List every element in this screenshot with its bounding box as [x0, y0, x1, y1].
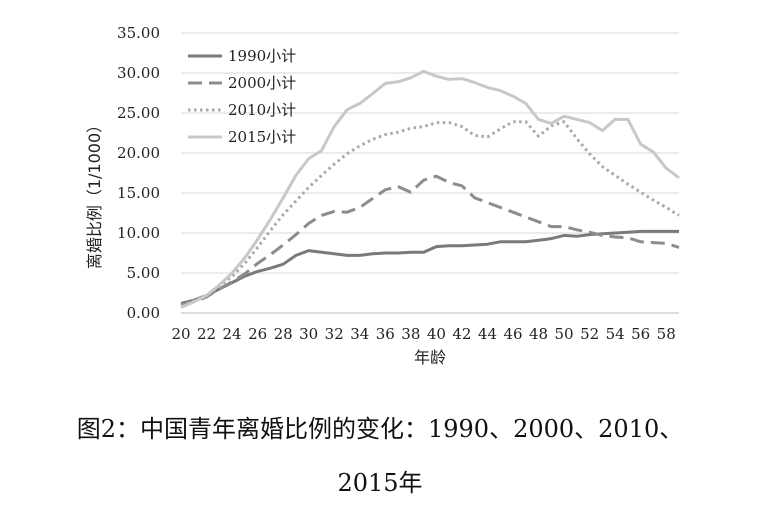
figure-caption-line-1: 图2：中国青年离婚比例的变化：1990、2000、2010、 [76, 415, 684, 443]
x-tick-label: 40 [427, 325, 446, 343]
y-axis-label: 离婚比例（1/1000） [85, 117, 104, 269]
x-tick-label: 44 [478, 325, 497, 343]
figure-caption-line-2: 2015年 [337, 469, 423, 497]
x-tick-label: 32 [325, 325, 344, 343]
x-tick-label: 46 [503, 325, 522, 343]
series-lines [180, 69, 680, 309]
legend-label-3: 2015小计 [228, 128, 296, 146]
series-line-1 [180, 174, 680, 307]
y-tick-label: 10.00 [117, 224, 160, 242]
x-tick-label: 22 [197, 325, 216, 343]
y-tick-label: 5.00 [127, 264, 160, 282]
y-tick-labels: 0.00 5.00 10.00 15.00 20.00 25.00 30.00 35.00 [117, 24, 160, 322]
x-tick-label: 50 [555, 325, 574, 343]
legend-label-1: 2000小计 [228, 74, 296, 92]
y-tick-label: 25.00 [117, 104, 160, 122]
line-chart: 0.00 5.00 10.00 15.00 20.00 25.00 30.00 35.00 2… [85, 24, 680, 367]
x-tick-labels: 20 22 24 26 28 30 32 34 36 38 40 42 44 46 48 50 52 54 56 58 [171, 325, 675, 343]
legend-label-2: 2010小计 [228, 101, 296, 119]
x-tick-label: 26 [248, 325, 267, 343]
x-tick-label: 58 [657, 325, 676, 343]
x-tick-label: 20 [171, 325, 190, 343]
x-tick-label: 30 [299, 325, 318, 343]
y-tick-label: 0.00 [127, 304, 160, 322]
legend-label-0: 1990小计 [228, 47, 296, 65]
y-tick-label: 30.00 [117, 64, 160, 82]
x-tick-label: 54 [606, 325, 625, 343]
x-tick-label: 34 [350, 325, 369, 343]
x-tick-label: 36 [376, 325, 395, 343]
y-tick-label: 15.00 [117, 184, 160, 202]
x-tick-label: 42 [452, 325, 471, 343]
gridlines [181, 32, 679, 314]
x-tick-label: 52 [580, 325, 599, 343]
x-tick-label: 24 [223, 325, 242, 343]
x-tick-label: 56 [631, 325, 650, 343]
legend: 1990小计 2000小计 2010小计 2015小计 [188, 47, 296, 146]
x-tick-label: 38 [401, 325, 420, 343]
x-axis-label: 年龄 [414, 348, 446, 367]
x-tick-label: 28 [274, 325, 293, 343]
y-tick-label: 20.00 [117, 144, 160, 162]
y-tick-label: 35.00 [117, 24, 160, 42]
series-line-3 [180, 69, 680, 309]
series-line-2 [180, 120, 680, 308]
x-tick-label: 48 [529, 325, 548, 343]
